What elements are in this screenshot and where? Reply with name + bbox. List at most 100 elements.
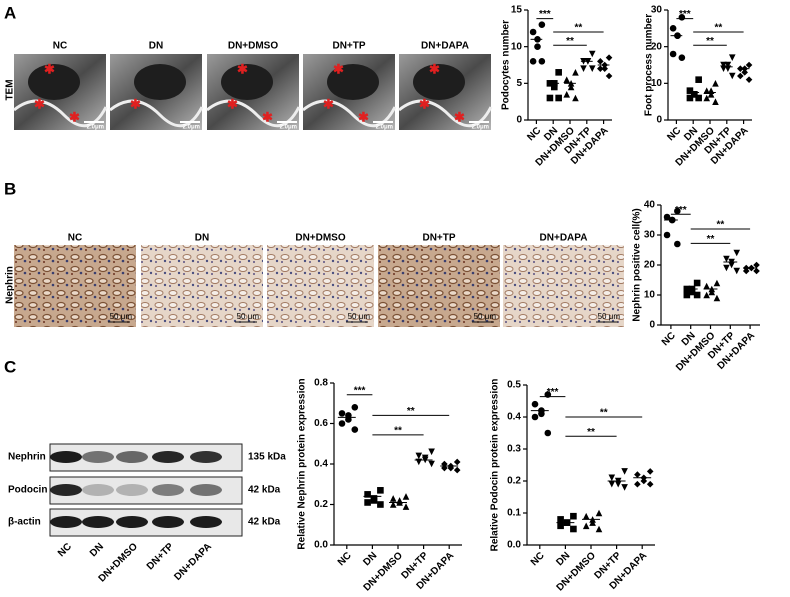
image-title: DN bbox=[149, 41, 163, 52]
data-point bbox=[686, 87, 694, 94]
data-point bbox=[572, 94, 579, 102]
scale-bar-label: 2.0μm bbox=[376, 125, 393, 131]
data-point bbox=[589, 519, 596, 526]
data-point bbox=[557, 522, 564, 530]
y-tick-label: 0.0 bbox=[314, 540, 328, 551]
blot-size-label: 42 kDa bbox=[248, 485, 281, 496]
x-tick-label: NC bbox=[336, 550, 354, 568]
arrow-marker: ✱ bbox=[429, 61, 440, 76]
blot-lane-label: DN bbox=[88, 541, 106, 559]
blot-row-label: Nephrin bbox=[8, 452, 46, 463]
blot-band bbox=[82, 516, 114, 528]
data-point bbox=[563, 76, 571, 83]
data-point bbox=[389, 495, 397, 502]
data-point bbox=[724, 61, 732, 69]
data-point bbox=[402, 503, 410, 510]
y-axis-label: Relative Nephrin protein expression bbox=[297, 378, 308, 549]
data-point bbox=[688, 288, 696, 296]
data-point bbox=[742, 267, 750, 275]
micrograph bbox=[503, 245, 624, 327]
y-tick-label: 15 bbox=[511, 5, 523, 16]
arrow-marker: ✱ bbox=[454, 109, 465, 124]
scale-bar-label: 50 μm bbox=[598, 312, 621, 321]
y-tick-label: 10 bbox=[651, 78, 663, 89]
data-point bbox=[453, 458, 461, 466]
y-axis-label: Relative Podocin protein expression bbox=[490, 379, 501, 552]
data-point bbox=[713, 279, 721, 287]
image-title: DN+TP bbox=[332, 41, 365, 52]
data-point bbox=[389, 501, 397, 508]
x-tick-label: DN bbox=[361, 550, 379, 568]
significance-label: *** bbox=[547, 387, 559, 398]
y-axis-label: Foot process number bbox=[644, 14, 655, 116]
micrograph-feature bbox=[221, 64, 273, 100]
blot-band bbox=[190, 516, 222, 528]
image-title: DN+DAPA bbox=[421, 41, 469, 52]
y-tick-label: 0.6 bbox=[314, 418, 328, 429]
micrograph-feature bbox=[134, 64, 186, 100]
data-point bbox=[733, 249, 741, 257]
blot-band bbox=[116, 516, 148, 528]
significance-label: *** bbox=[539, 9, 551, 20]
data-point bbox=[640, 477, 648, 485]
significance-label: ** bbox=[717, 220, 725, 231]
data-point bbox=[595, 525, 603, 533]
blot-band bbox=[190, 484, 222, 496]
row-label: Nephrin bbox=[5, 266, 16, 304]
data-point bbox=[377, 501, 384, 508]
row-label: TEM bbox=[5, 79, 16, 100]
blot-row-label: Podocin bbox=[8, 485, 47, 496]
data-point bbox=[570, 525, 577, 533]
y-tick-label: 0 bbox=[516, 115, 522, 126]
data-point bbox=[557, 516, 564, 523]
y-tick-label: 0 bbox=[656, 115, 662, 126]
micrograph-feature bbox=[413, 64, 465, 100]
y-axis-label: Podocytes number bbox=[501, 20, 512, 110]
data-point bbox=[601, 65, 608, 72]
y-tick-label: 0.4 bbox=[507, 412, 521, 423]
y-tick-label: 40 bbox=[644, 200, 656, 211]
blot-lane-label: DN+DAPA bbox=[172, 541, 214, 583]
data-point bbox=[555, 94, 562, 102]
data-point bbox=[534, 43, 541, 50]
data-point bbox=[646, 480, 654, 488]
data-point bbox=[570, 512, 577, 520]
data-point bbox=[723, 264, 730, 272]
blot-lane-label: NC bbox=[56, 541, 74, 559]
data-point bbox=[646, 468, 654, 475]
data-point bbox=[674, 207, 681, 215]
scale-bar-label: 50 μm bbox=[110, 312, 133, 321]
significance-label: *** bbox=[675, 205, 687, 216]
data-point bbox=[708, 288, 716, 296]
data-point bbox=[377, 487, 384, 494]
panel-letter: C bbox=[4, 357, 16, 376]
panel-letter: A bbox=[4, 3, 16, 22]
data-point bbox=[745, 76, 753, 83]
data-point bbox=[741, 69, 748, 76]
data-point bbox=[753, 267, 760, 275]
y-tick-label: 0.8 bbox=[314, 378, 328, 389]
scale-bar-label: 2.0μm bbox=[472, 125, 489, 131]
data-point bbox=[663, 213, 671, 221]
data-point bbox=[538, 21, 546, 28]
arrow-marker: ✱ bbox=[358, 109, 369, 124]
data-point bbox=[555, 69, 562, 76]
data-point bbox=[605, 54, 613, 61]
y-tick-label: 10 bbox=[511, 41, 523, 52]
blot-band bbox=[50, 451, 82, 463]
arrow-marker: ✱ bbox=[333, 61, 344, 76]
micrograph-feature bbox=[28, 64, 80, 100]
y-tick-label: 0.5 bbox=[507, 380, 521, 391]
data-point bbox=[531, 413, 539, 421]
data-point bbox=[621, 484, 628, 491]
data-point bbox=[693, 291, 701, 299]
data-point bbox=[737, 72, 744, 80]
data-point bbox=[712, 98, 719, 105]
data-point bbox=[695, 76, 702, 83]
y-tick-label: 0 bbox=[649, 320, 655, 331]
arrow-marker: ✱ bbox=[44, 61, 55, 76]
data-point bbox=[580, 65, 587, 72]
data-point bbox=[597, 58, 604, 65]
data-point bbox=[723, 255, 730, 263]
